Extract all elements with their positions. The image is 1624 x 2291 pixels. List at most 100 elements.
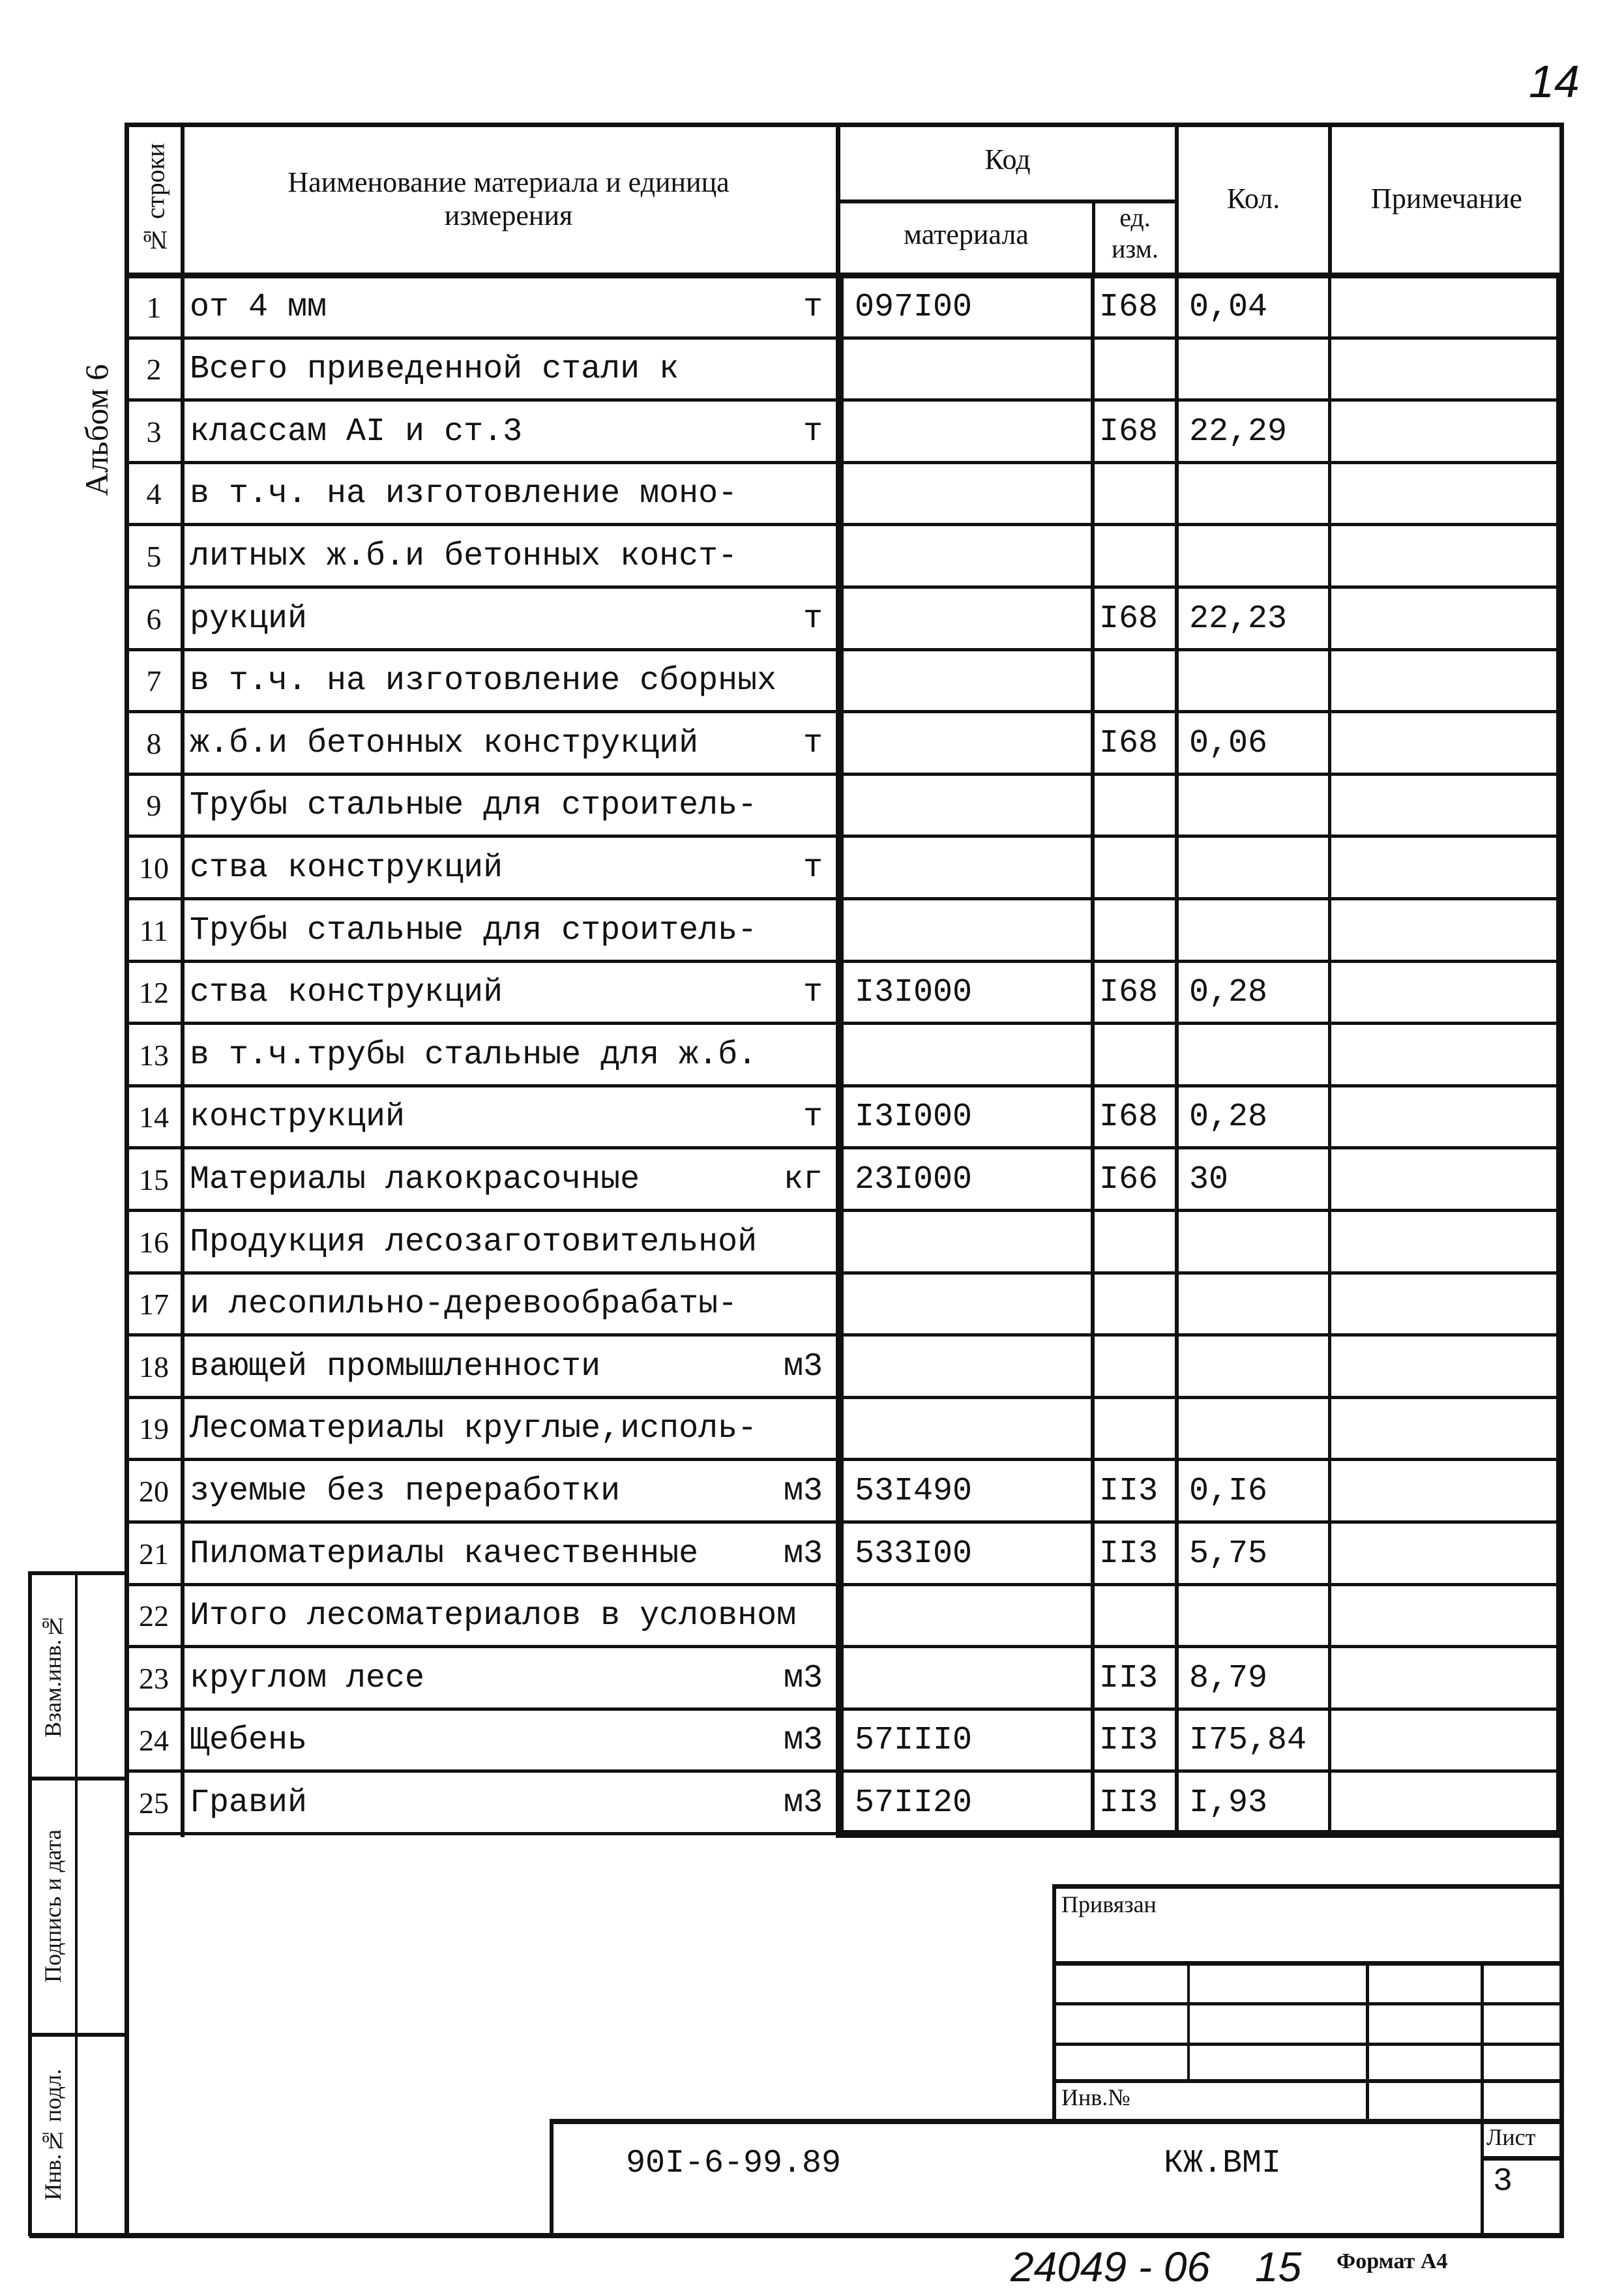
material-code [843, 587, 1087, 650]
unit-code: I66 [1099, 1160, 1159, 1198]
material-name-cell: ж.б.и бетонных конструкций т [190, 712, 832, 775]
quantity: 5,75 [1189, 1535, 1268, 1573]
row-line [126, 1707, 1561, 1711]
unit-code [1095, 775, 1172, 837]
material-name: классам AI и ст.3 [190, 413, 523, 451]
row-number: 14 [139, 1101, 169, 1134]
table-row: 21 Пиломатериалы качественные м3 533I00 … [126, 1522, 1561, 1585]
row-line [126, 336, 1561, 340]
material-name: литных ж.б.и бетонных конст- [190, 537, 738, 575]
row-number: 16 [139, 1225, 169, 1259]
quantity: 30 [1189, 1160, 1229, 1198]
unit-code: I68 [1099, 600, 1159, 638]
row-number: 22 [139, 1599, 169, 1633]
quantity: I,93 [1189, 1784, 1268, 1822]
material-code: I3I000 [855, 974, 973, 1012]
quantity [1180, 1335, 1327, 1398]
row-number: 9 [146, 789, 162, 823]
stamp-page: 15 [1255, 2243, 1302, 2290]
page-number: 14 [1529, 56, 1580, 107]
stamp-orig-inv: Инв.№ подл. [40, 2069, 66, 2200]
row-number: 23 [139, 1661, 169, 1695]
stamp-sign-date: Подпись и дата [40, 1829, 66, 1983]
row-line [126, 1769, 1561, 1773]
frame-bottom [29, 2233, 1564, 2238]
row-number: 4 [146, 477, 162, 511]
material-name-cell: от 4 мм т [190, 276, 832, 338]
table-row: 12 ства конструкций т I3I000 I68 0,28 [126, 962, 1561, 1024]
quantity: 0,04 [1189, 288, 1268, 326]
measure-unit: т [803, 600, 823, 638]
material-name: ства конструкций [190, 974, 503, 1012]
header-code-material: материала [904, 218, 1029, 250]
measure-unit: т [803, 288, 823, 326]
unit-code: II3 [1099, 1472, 1159, 1510]
measure-unit: т [803, 413, 823, 451]
row-number: 17 [139, 1288, 169, 1322]
unit-code: II3 [1099, 1535, 1159, 1573]
table-row: 23 круглом лесе м3 II3 8,79 [126, 1647, 1561, 1709]
table-row: 19 Лесоматериалы круглые,исполь- [126, 1398, 1561, 1460]
row-line [126, 1333, 1561, 1337]
material-name: от 4 мм [190, 288, 327, 326]
quantity [1180, 836, 1327, 899]
material-code: 57III0 [855, 1722, 973, 1760]
quantity: 0,06 [1189, 724, 1268, 762]
measure-unit: т [803, 1099, 823, 1136]
quantity [1180, 338, 1327, 401]
frame-left [125, 123, 129, 2238]
measure-unit: м3 [783, 1784, 823, 1822]
material-name: Материалы лакокрасочные [190, 1160, 640, 1198]
material-code [843, 1647, 1087, 1709]
material-name-cell: круглом лесе м3 [190, 1647, 832, 1709]
material-name: и лесопильно-деревообрабаты- [190, 1286, 738, 1323]
material-name-cell: вающей промышленности м3 [190, 1335, 832, 1398]
material-name-cell: зуемые без переработки м3 [190, 1460, 832, 1522]
table-row: 3 классам AI и ст.3 т I68 22,29 [126, 400, 1561, 463]
material-code [843, 338, 1087, 401]
column-line [1175, 276, 1179, 1834]
material-code: 57II20 [855, 1784, 973, 1822]
quantity [1180, 463, 1327, 525]
material-code: 23I000 [855, 1160, 973, 1198]
row-number: 3 [146, 415, 162, 449]
quantity: 0,I6 [1189, 1472, 1268, 1510]
measure-unit: т [803, 724, 823, 762]
measure-unit: м3 [783, 1472, 823, 1510]
row-number: 25 [139, 1786, 169, 1820]
material-name-cell: Трубы стальные для строитель- [190, 775, 832, 837]
material-code [843, 1211, 1087, 1273]
material-name-cell: Итого лесоматериалов в условном [190, 1585, 832, 1648]
measure-unit: кг [783, 1160, 823, 1198]
header-name: Наименование материала и единица измерен… [288, 166, 730, 231]
album-label: Альбом 6 [78, 364, 115, 497]
material-name: в т.ч.трубы стальные для ж.б. [190, 1036, 758, 1074]
material-code: 533I00 [855, 1535, 973, 1573]
row-line [126, 897, 1561, 900]
material-code [843, 400, 1087, 463]
quantity [1180, 1398, 1327, 1460]
unit-code: I68 [1099, 288, 1159, 326]
row-number: 2 [146, 353, 162, 387]
quantity [1180, 1585, 1327, 1648]
row-line [126, 1520, 1561, 1524]
material-name: вающей промышленности [190, 1348, 601, 1385]
material-code [843, 1273, 1087, 1336]
row-number: 6 [146, 602, 162, 636]
material-code [843, 1024, 1087, 1086]
measure-unit: т [803, 974, 823, 1012]
code-block-bottom [836, 1830, 1564, 1838]
quantity: I75,84 [1189, 1722, 1307, 1760]
material-code [843, 1335, 1087, 1398]
material-code [843, 712, 1087, 775]
row-number: 11 [139, 913, 169, 947]
unit-code [1095, 1024, 1172, 1086]
table-row: 5 литных ж.б.и бетонных конст- [126, 525, 1561, 587]
quantity: 8,79 [1189, 1659, 1268, 1697]
unit-code [1095, 1211, 1172, 1273]
material-code: 097I00 [855, 288, 973, 326]
row-number: 19 [139, 1412, 169, 1446]
table-row: 4 в т.ч. на изготовление моно- [126, 463, 1561, 525]
material-name: Трубы стальные для строитель- [190, 911, 758, 949]
unit-code: II3 [1099, 1659, 1159, 1697]
